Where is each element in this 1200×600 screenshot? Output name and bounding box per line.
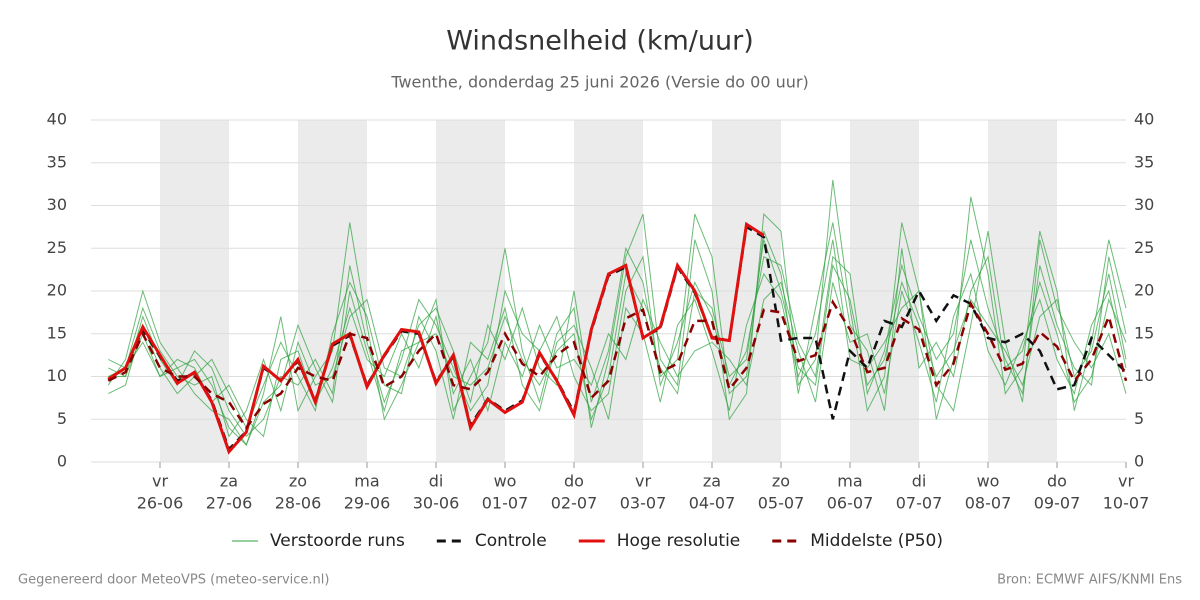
x-tick-label: vr [635, 472, 651, 491]
y-tick-label: 5 [57, 409, 67, 428]
ensemble-line [108, 239, 1127, 438]
ensemble-line [108, 231, 1127, 430]
y2-tick-label: 15 [1134, 323, 1154, 342]
x-tick-date: 08-07 [965, 494, 1012, 513]
x-tick-label: zo [772, 472, 790, 491]
legend-label: Verstoorde runs [270, 531, 405, 551]
x-tick-date: 10-07 [1103, 494, 1150, 513]
x-tick-date: 27-06 [206, 494, 253, 513]
legend-label: Middelste (P50) [810, 531, 943, 551]
x-tick-label: wo [977, 472, 1000, 491]
y-tick-label: 15 [47, 323, 67, 342]
ensemble-line [108, 213, 1127, 438]
x-tick-date: 02-07 [551, 494, 598, 513]
y-tick-label: 35 [47, 152, 67, 171]
x-tick-date: 06-07 [827, 494, 874, 513]
y2-tick-label: 30 [1134, 195, 1154, 214]
x-tick-label: za [703, 472, 721, 491]
x-tick-label: vr [1118, 472, 1134, 491]
ensemble-line [107, 179, 1127, 446]
x-tick-label: di [429, 472, 444, 491]
x-tick-date: 28-06 [275, 494, 322, 513]
ensemble-line [108, 239, 1127, 446]
x-tick-date: 26-06 [137, 494, 184, 513]
x-tick-label: di [912, 472, 927, 491]
y-tick-label: 30 [47, 195, 67, 214]
y-tick-label: 0 [57, 452, 67, 471]
x-tick-label: zo [289, 472, 307, 491]
x-tick-date: 01-07 [482, 494, 529, 513]
x-tick-label: ma [837, 472, 862, 491]
x-tick-label: ma [354, 472, 379, 491]
y-tick-label: 25 [47, 238, 67, 257]
x-tick-date: 04-07 [689, 494, 736, 513]
x-tick-label: vr [152, 472, 168, 491]
ensemble-line [108, 272, 1127, 438]
x-tick-label: do [564, 472, 584, 491]
y2-tick-label: 25 [1134, 238, 1154, 257]
x-tick-date: 07-07 [896, 494, 943, 513]
y2-tick-label: 40 [1134, 110, 1154, 129]
x-tick-date: 03-07 [620, 494, 667, 513]
x-tick-date: 09-07 [1034, 494, 1081, 513]
footer-right: Bron: ECMWF AIFS/KNMI Ens [997, 573, 1182, 588]
legend-label: Controle [475, 531, 547, 551]
legend-label: Hoge resolutie [617, 531, 741, 551]
footer-left: Gegenereerd door MeteoVPS (meteo-service… [18, 573, 329, 588]
x-tick-label: wo [494, 472, 517, 491]
x-tick-date: 05-07 [758, 494, 805, 513]
y2-tick-label: 10 [1134, 366, 1154, 385]
series-line [107, 299, 1128, 430]
y2-tick-label: 5 [1134, 409, 1144, 428]
chart-subtitle: Twenthe, donderdag 25 juni 2026 (Versie … [390, 73, 808, 92]
chart-title: Windsnelheid (km/uur) [446, 26, 754, 57]
y-tick-label: 20 [47, 281, 67, 300]
y2-tick-label: 20 [1134, 281, 1154, 300]
y2-tick-label: 35 [1134, 152, 1154, 171]
y-tick-label: 10 [47, 366, 67, 385]
x-tick-date: 30-06 [413, 494, 460, 513]
x-tick-label: do [1047, 472, 1067, 491]
series-line [107, 221, 765, 455]
x-tick-date: 29-06 [344, 494, 391, 513]
y2-tick-label: 0 [1134, 452, 1144, 471]
y-tick-label: 40 [47, 110, 67, 129]
x-tick-label: za [220, 472, 238, 491]
